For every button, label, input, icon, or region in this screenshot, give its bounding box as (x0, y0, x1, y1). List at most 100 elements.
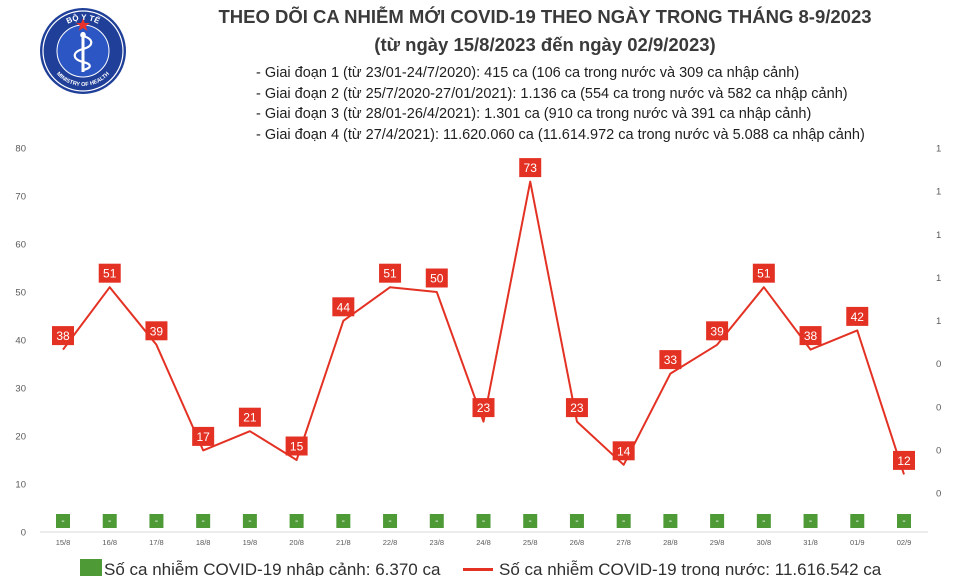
line-data-label: 39 (710, 324, 724, 338)
y-left-tick-label: 40 (15, 336, 26, 347)
line-data-label: 39 (150, 324, 164, 338)
bar-data-label: - (575, 516, 578, 527)
x-tick-label: 18/8 (196, 538, 211, 547)
legend-item-domestic: Số ca nhiễm COVID-19 trong nước: 11.616.… (463, 559, 881, 576)
phase-note-1: - Giai đoạn 1 (từ 23/01-24/7/2020): 415 … (256, 65, 800, 81)
x-tick-label: 19/8 (243, 538, 258, 547)
phase-notes: - Giai đoạn 1 (từ 23/01-24/7/2020): 415 … (256, 63, 865, 145)
x-tick-label: 16/8 (102, 538, 117, 547)
line-data-label-box (192, 426, 215, 446)
bar-data-label: - (201, 516, 204, 527)
bar-data-label-box (149, 514, 164, 528)
line-data-label: 51 (757, 267, 771, 281)
bar-data-label: - (248, 516, 251, 527)
line-data-label-box (425, 268, 448, 288)
bar-data-label-box (289, 514, 304, 528)
y-right-tick-label: 1 (936, 273, 941, 284)
bar-data-label: - (388, 516, 391, 527)
y-right-tick-label: 1 (936, 144, 941, 155)
line-data-label-box (752, 263, 775, 283)
bar-data-label-box (336, 514, 351, 528)
x-tick-label: 21/8 (336, 538, 351, 547)
x-tick-label: 24/8 (476, 538, 491, 547)
bar-data-label: - (295, 516, 298, 527)
bar-data-label-box (616, 514, 631, 528)
y-right-tick-label: 1 (936, 187, 941, 198)
x-tick-label: 23/8 (429, 538, 444, 547)
line-data-label: 50 (430, 272, 444, 286)
bar-data-label: - (809, 516, 812, 527)
page-subtitle: (từ ngày 15/8/2023 đến ngày 02/9/2023) (374, 34, 716, 55)
y-left-tick-label: 0 (21, 528, 26, 539)
line-data-label: 14 (617, 444, 631, 458)
bar-data-label: - (342, 516, 345, 527)
x-tick-label: 28/8 (663, 538, 678, 547)
bar-data-label-box (710, 514, 725, 528)
y-left-tick-label: 70 (15, 192, 26, 203)
bar-data-label-box (663, 514, 678, 528)
x-tick-label: 15/8 (56, 538, 71, 547)
bar-data-label-box (756, 514, 771, 528)
line-data-label: 51 (383, 267, 397, 281)
line-data-label: 17 (196, 430, 210, 444)
bar-data-label: - (61, 516, 64, 527)
line-data-label-box (565, 398, 588, 418)
line-data-label-box (472, 398, 495, 418)
line-data-label-box (846, 306, 869, 326)
domestic-series-line (62, 180, 905, 475)
bar-data-label-box (850, 514, 865, 528)
bar-data-label-box (383, 514, 398, 528)
line-data-label: 51 (103, 267, 117, 281)
bar-data-label: - (622, 516, 625, 527)
line-data-label: 33 (664, 353, 678, 367)
chart-legend: Số ca nhiễm COVID-19 nhập cảnh: 6.370 ca… (80, 559, 960, 576)
bar-data-label: - (435, 516, 438, 527)
legend-item-imported: Số ca nhiễm COVID-19 nhập cảnh: 6.370 ca (80, 559, 440, 576)
legend-line-label: Số ca nhiễm COVID-19 trong nước: 11.616.… (499, 560, 882, 576)
x-tick-label: 30/8 (757, 538, 772, 547)
y-right-tick-label: 1 (936, 316, 941, 327)
bar-data-label-box (56, 514, 70, 528)
page-title: THEO DÕI CA NHIỄM MỚI COVID-19 THEO NGÀY… (218, 6, 872, 27)
line-data-label-box (379, 263, 402, 283)
line-data-label: 44 (337, 300, 351, 314)
line-data-label: 12 (897, 454, 911, 468)
ministry-of-health-logo: BỘ Y TẾ MINISTRY OF HEALTH (40, 8, 126, 94)
line-data-label-box (285, 436, 308, 456)
y-right-tick-label: 0 (936, 359, 941, 370)
line-data-label: 73 (524, 161, 538, 175)
line-data-label: 21 (243, 411, 257, 425)
bar-data-label: - (856, 516, 859, 527)
y-right-tick-label: 0 (936, 489, 941, 500)
legend-bar-swatch (80, 559, 102, 576)
bar-data-label: - (108, 516, 111, 527)
x-tick-label: 29/8 (710, 538, 725, 547)
line-data-label-box (332, 297, 355, 317)
y-left-tick-label: 30 (15, 384, 26, 395)
bar-data-label-box (569, 514, 584, 528)
y-left-tick-label: 80 (15, 144, 26, 155)
x-tick-label: 02/9 (897, 538, 912, 547)
legend-bar-label: Số ca nhiễm COVID-19 nhập cảnh: 6.370 ca (104, 560, 441, 576)
line-data-label-box (98, 263, 121, 283)
bar-data-label: - (669, 516, 672, 527)
line-data-label: 15 (290, 440, 304, 454)
bar-data-label-box (242, 514, 257, 528)
legend-line-swatch (463, 568, 493, 571)
x-tick-label: 31/8 (803, 538, 818, 547)
line-data-label-box (145, 321, 168, 341)
bar-data-label-box (523, 514, 538, 528)
bar-data-label-box (196, 514, 211, 528)
logo-text-top: BỘ Y TẾ (65, 13, 102, 26)
covid-chart: 0 10 20 30 40 50 60 70 80 0 0 0 0 1 1 1 1 1 15/8 16/8 17/8 18… (15, 144, 941, 548)
line-data-label: 38 (804, 329, 818, 343)
line-data-label: 23 (570, 401, 584, 415)
line-data-label-box (612, 441, 635, 461)
x-tick-label: 27/8 (616, 538, 631, 547)
y-left-tick-label: 60 (15, 240, 26, 251)
bar-data-label-box (803, 514, 818, 528)
phase-note-3: - Giai đoạn 3 (từ 28/01-26/4/2021): 1.30… (256, 106, 812, 122)
bar-data-label: - (155, 516, 158, 527)
line-data-label-box (659, 350, 682, 370)
line-data-label: 23 (477, 401, 491, 415)
